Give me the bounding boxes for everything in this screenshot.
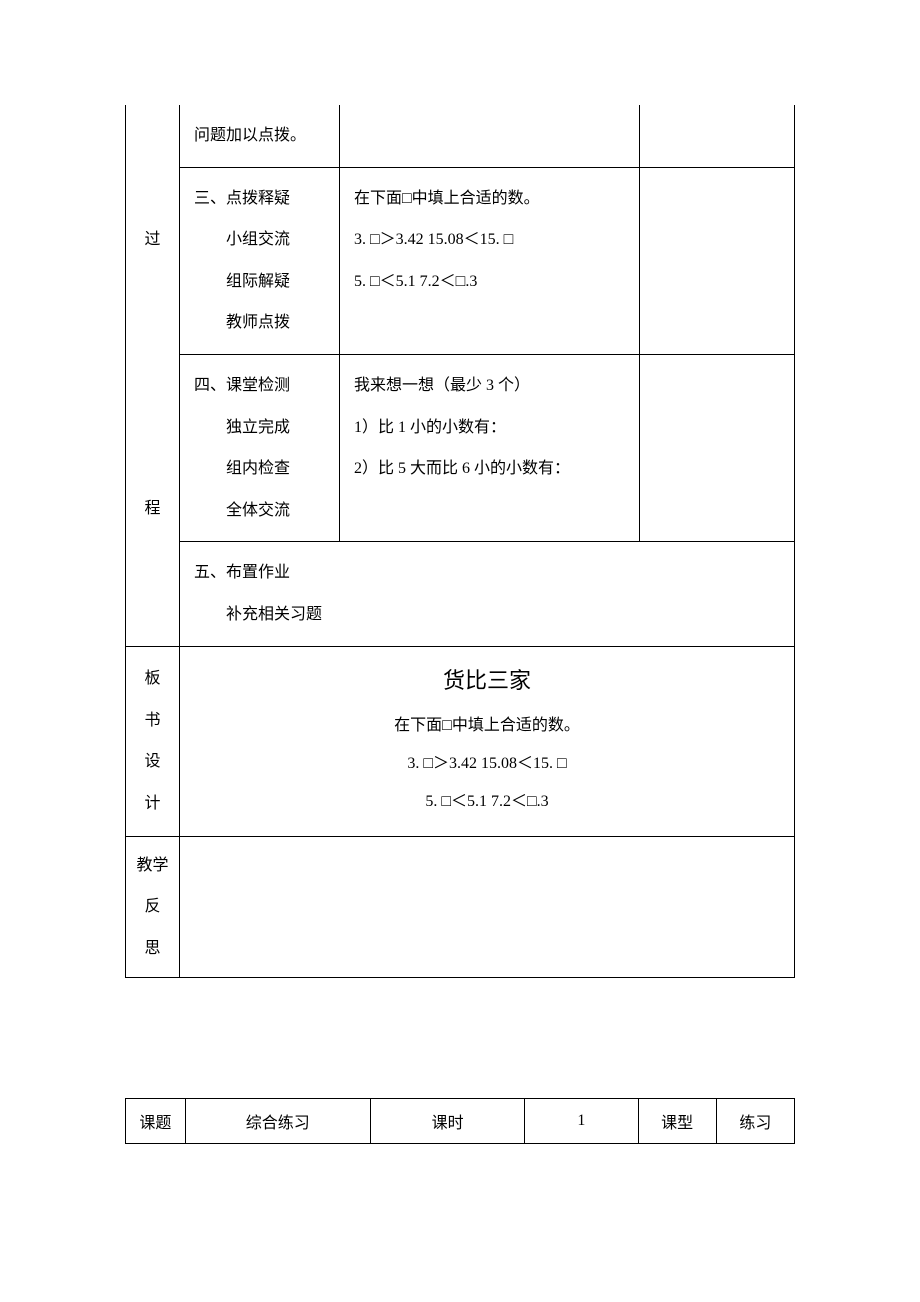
row1-col1: 三、点拨释疑 小组交流 组际解疑 教师点拨 <box>180 167 340 354</box>
board-content-cell: 货比三家 在下面□中填上合适的数。 3. □＞3.42 15.08＜15. □ … <box>180 646 795 836</box>
text: 五、布置作业 <box>194 552 784 594</box>
process-label-bottom: 程 <box>126 487 179 532</box>
table-row: 三、点拨释疑 小组交流 组际解疑 教师点拨 在下面□中填上合适的数。 3. □＞… <box>126 167 795 354</box>
text: 组际解疑 <box>194 261 329 303</box>
text: 3. □＞3.42 15.08＜15. □ <box>354 219 629 261</box>
row2-col3 <box>640 354 795 541</box>
row0-col3 <box>640 105 795 167</box>
text: 3. □＞3.42 15.08＜15. □ <box>190 745 784 783</box>
label-char: 设 <box>126 741 179 783</box>
text: 2）比 5 大而比 6 小的小数有： <box>354 448 629 490</box>
row0-col1: 问题加以点拨。 <box>180 105 340 167</box>
reflection-content-cell <box>180 836 795 978</box>
table-row: 五、布置作业 补充相关习题 <box>126 542 795 646</box>
label-char: 教学 <box>126 845 179 887</box>
text: 教师点拨 <box>194 302 329 344</box>
header-topic-label: 课题 <box>126 1099 186 1144</box>
label-char: 书 <box>126 700 179 742</box>
row2-col1: 四、课堂检测 独立完成 组内检查 全体交流 <box>180 354 340 541</box>
reflection-label-cell: 教学 反 思 <box>126 836 180 978</box>
header-period-label: 课时 <box>370 1099 524 1144</box>
text: 在下面□中填上合适的数。 <box>354 178 629 220</box>
text: 5. □＜5.1 7.2＜□.3 <box>190 783 784 821</box>
text: 在下面□中填上合适的数。 <box>190 707 784 745</box>
row0-col2 <box>340 105 640 167</box>
text: 1）比 1 小的小数有： <box>354 407 629 449</box>
process-label-cell: 过 程 <box>126 105 180 646</box>
label-char: 板 <box>126 658 179 700</box>
text: 四、课堂检测 <box>194 365 329 407</box>
header-topic-value: 综合练习 <box>185 1099 370 1144</box>
lesson-plan-table: 过 程 问题加以点拨。 三、点拨释疑 小组交流 组际解疑 教师点拨 在下 <box>125 105 795 978</box>
board-title: 货比三家 <box>190 659 784 703</box>
text: 补充相关习题 <box>194 594 784 636</box>
text: 独立完成 <box>194 407 329 449</box>
lesson-header-table: 课题 综合练习 课时 1 课型 练习 <box>125 1098 795 1144</box>
text: 三、点拨释疑 <box>194 178 329 220</box>
table-row: 过 程 问题加以点拨。 <box>126 105 795 167</box>
document-page: 过 程 问题加以点拨。 三、点拨释疑 小组交流 组际解疑 教师点拨 在下 <box>0 0 920 1144</box>
table-row: 教学 反 思 <box>126 836 795 978</box>
text: 5. □＜5.1 7.2＜□.3 <box>354 261 629 303</box>
header-type-label: 课型 <box>638 1099 716 1144</box>
process-label-top: 过 <box>126 218 179 263</box>
board-label-cell: 板 书 设 计 <box>126 646 180 836</box>
header-type-value: 练习 <box>716 1099 794 1144</box>
row3-merged: 五、布置作业 补充相关习题 <box>180 542 795 646</box>
text: 我来想一想（最少 3 个） <box>354 365 629 407</box>
text: 组内检查 <box>194 448 329 490</box>
text: 问题加以点拨。 <box>194 115 329 157</box>
table-row: 四、课堂检测 独立完成 组内检查 全体交流 我来想一想（最少 3 个） 1）比 … <box>126 354 795 541</box>
row2-col2: 我来想一想（最少 3 个） 1）比 1 小的小数有： 2）比 5 大而比 6 小… <box>340 354 640 541</box>
table-row: 板 书 设 计 货比三家 在下面□中填上合适的数。 3. □＞3.42 15.0… <box>126 646 795 836</box>
spacer <box>125 978 795 1098</box>
table-row: 课题 综合练习 课时 1 课型 练习 <box>126 1099 795 1144</box>
header-period-value: 1 <box>525 1099 638 1144</box>
label-char: 反 <box>126 886 179 928</box>
row1-col2: 在下面□中填上合适的数。 3. □＞3.42 15.08＜15. □ 5. □＜… <box>340 167 640 354</box>
text: 小组交流 <box>194 219 329 261</box>
row1-col3 <box>640 167 795 354</box>
text: 全体交流 <box>194 490 329 532</box>
label-char: 思 <box>126 928 179 970</box>
label-char: 计 <box>126 783 179 825</box>
